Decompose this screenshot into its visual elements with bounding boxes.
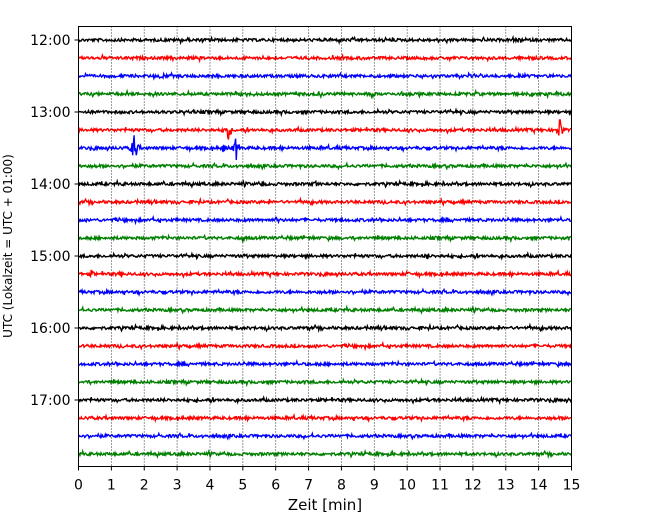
trace-1515	[78, 268, 573, 280]
trace-1430	[77, 214, 572, 226]
trace-1345	[77, 161, 572, 171]
y-tick-label: 14:00	[30, 177, 70, 193]
x-tick-label: 13	[497, 478, 515, 494]
x-tick-label: 9	[370, 478, 379, 494]
plot-frame	[78, 26, 572, 467]
x-tick-label: 3	[173, 478, 182, 494]
y-tick-label: 17:00	[30, 393, 70, 409]
trace-1230	[77, 71, 573, 81]
trace-1300	[78, 107, 573, 118]
x-tick-label: 5	[238, 478, 247, 494]
y-tick-label: 12:00	[30, 33, 70, 49]
y-tick-label: 16:00	[30, 321, 70, 337]
trace-1530	[78, 287, 572, 297]
x-axis: 0 1 2 3 4 5 6 7 8 9 10 11 12 13 14 15	[74, 466, 581, 494]
trace-1315	[77, 119, 572, 140]
x-tick-label: 4	[206, 478, 215, 494]
trace-1415	[77, 196, 573, 208]
trace-1715	[77, 412, 572, 424]
x-tick-label: 7	[304, 478, 313, 494]
trace-1645	[78, 377, 572, 388]
x-tick-label: 8	[337, 478, 346, 494]
trace-1245	[77, 88, 573, 100]
x-tick-label: 11	[431, 478, 449, 494]
trace-1500	[78, 250, 573, 261]
trace-1200	[77, 34, 573, 46]
trace-1745	[78, 448, 572, 459]
x-tick-label: 15	[563, 478, 581, 494]
y-axis-title: UTC (Lokalzeit = UTC + 01:00)	[1, 154, 15, 338]
trace-1700	[78, 395, 573, 406]
trace-1545	[78, 304, 572, 315]
x-axis-title: Zeit [min]	[288, 496, 362, 514]
x-tick-label: 0	[74, 478, 83, 494]
traces-layer	[77, 34, 573, 459]
trace-1730	[78, 431, 572, 441]
x-tick-label: 6	[271, 478, 280, 494]
trace-1330	[77, 135, 572, 161]
trace-1215	[77, 52, 572, 64]
trace-1600	[78, 322, 573, 333]
trace-1630	[78, 358, 572, 369]
x-tick-label: 2	[140, 478, 149, 494]
trace-1400	[77, 178, 573, 189]
vertical-grid	[110, 26, 540, 467]
x-tick-label: 12	[464, 478, 482, 494]
x-tick-label: 14	[530, 478, 548, 494]
x-tick-label: 1	[107, 478, 116, 494]
y-tick-label: 15:00	[30, 249, 70, 265]
trace-1615	[77, 340, 573, 352]
x-tick-label: 10	[398, 478, 416, 494]
trace-1445	[77, 233, 572, 244]
y-tick-label: 13:00	[30, 105, 70, 121]
y-axis: 12:00 13:00 14:00 15:00 16:00 17:00	[30, 33, 79, 409]
